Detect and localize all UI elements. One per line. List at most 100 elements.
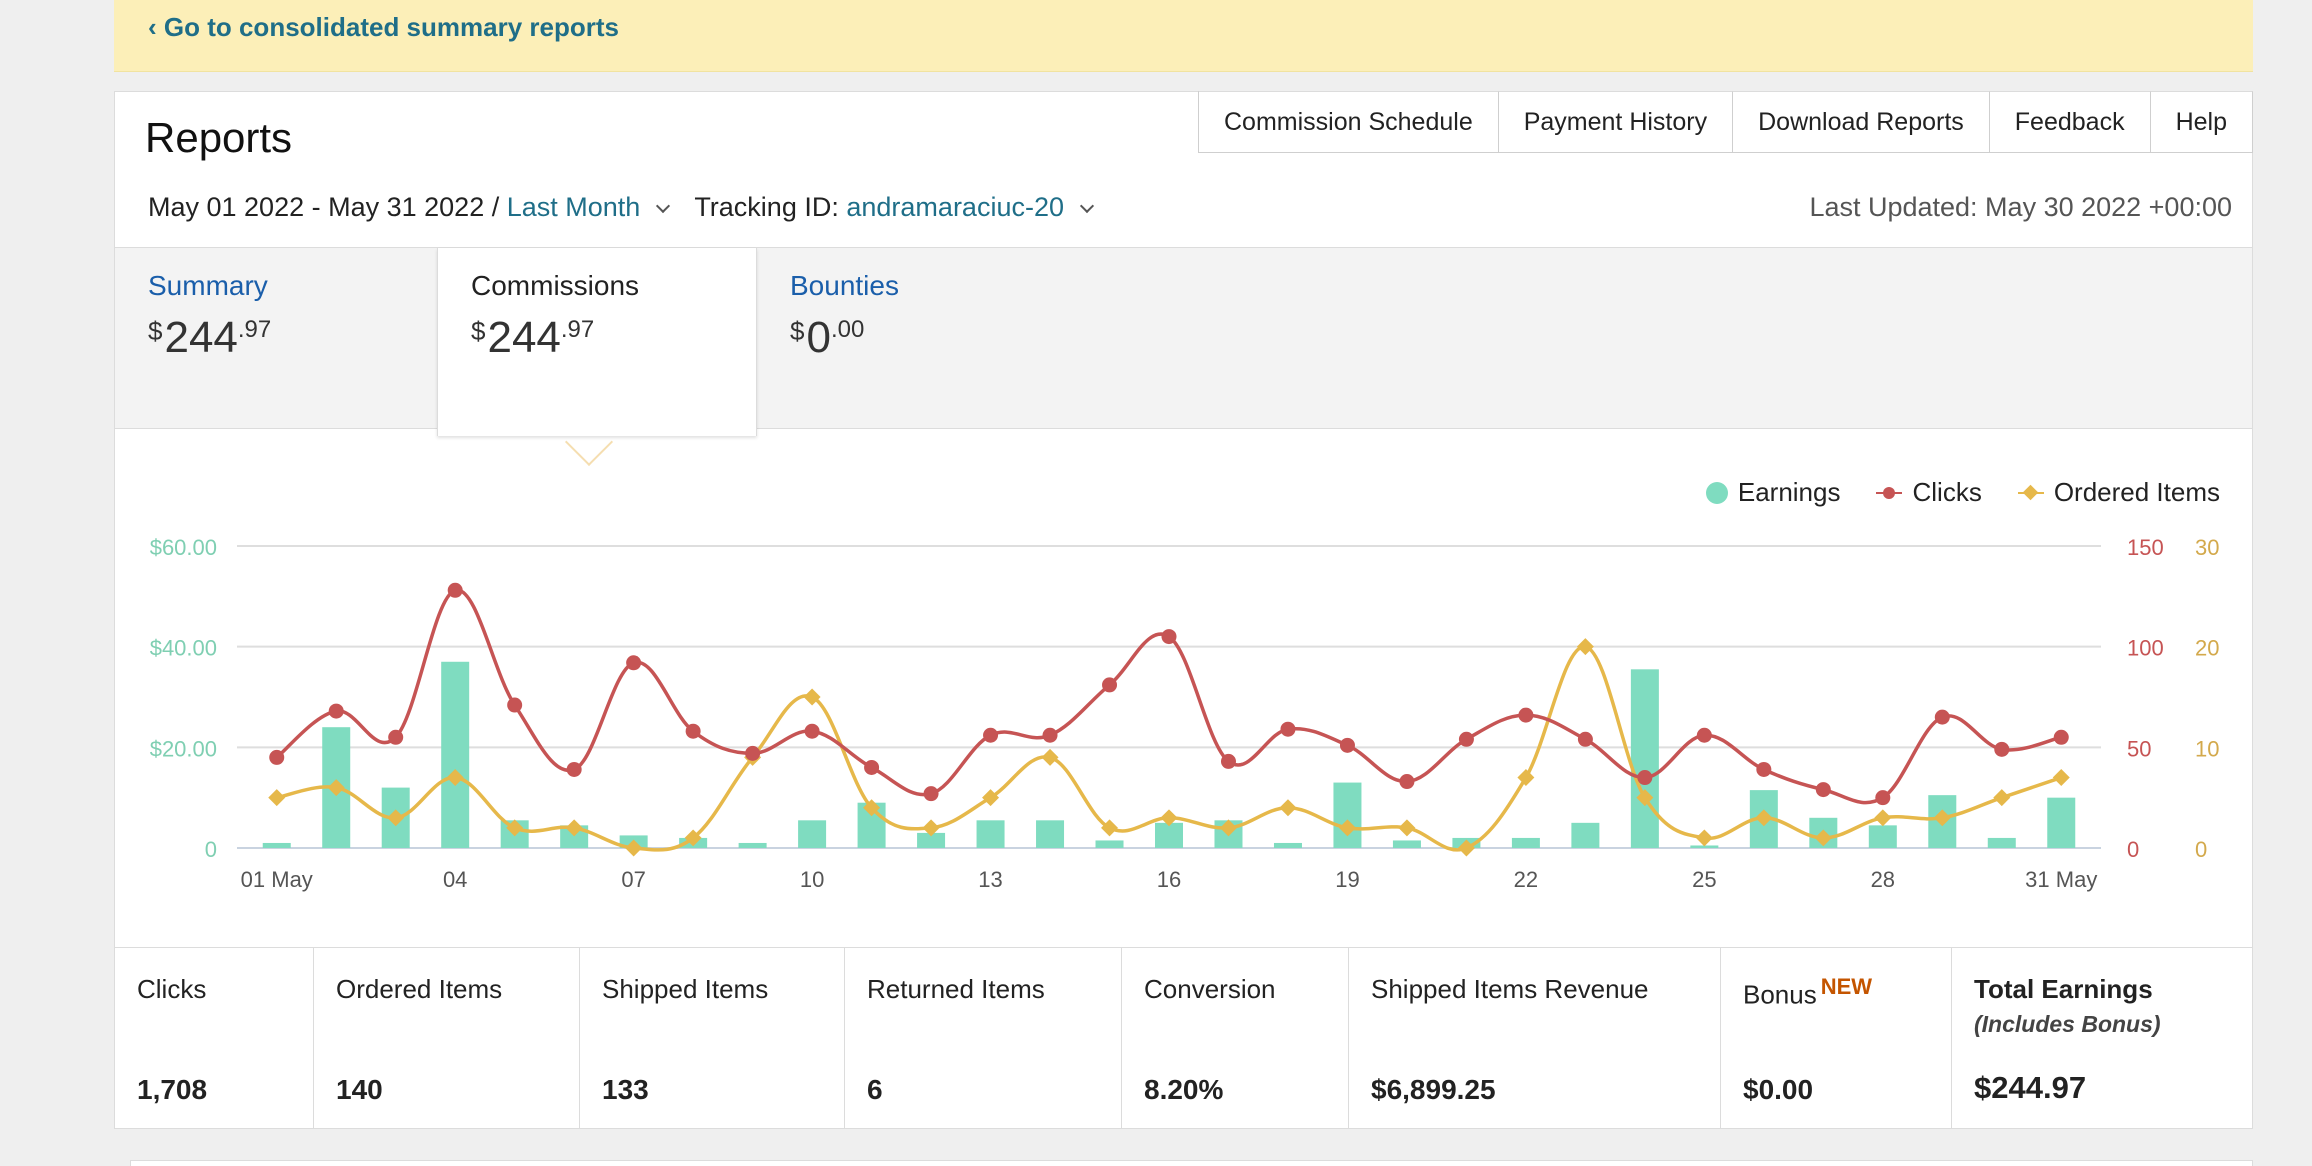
earnings-bar — [1630, 669, 1659, 848]
legend-ordered-items[interactable]: Ordered Items — [2017, 477, 2220, 508]
stat-total-earnings: Total Earnings (Includes Bonus) $244.97 — [1952, 948, 2252, 1128]
earnings-bar — [738, 842, 767, 848]
ordered-items-point — [1041, 748, 1059, 766]
stat-conversion: Conversion 8.20% — [1122, 948, 1349, 1128]
ordered-items-point — [684, 829, 702, 847]
consolidated-banner: ‹ Go to consolidated summary reports — [114, 0, 2253, 72]
stat-label: Shipped Items — [602, 974, 769, 1004]
clicks-point — [1756, 761, 1772, 777]
download-reports-button[interactable]: Download Reports — [1733, 91, 1990, 153]
ordered-items-point — [1398, 819, 1416, 837]
stat-label: Ordered Items — [336, 974, 503, 1004]
earnings-bar — [1155, 822, 1183, 848]
ordered-items-point — [1338, 819, 1356, 837]
earnings-bar — [1511, 837, 1540, 848]
stat-label: Returned Items — [867, 974, 1045, 1004]
y-left-tick-label: $40.00 — [150, 636, 217, 661]
ordered-items-point — [625, 839, 643, 857]
new-badge: NEW — [1820, 974, 1873, 999]
tab-commissions-label: Commissions — [471, 270, 640, 301]
commission-schedule-button[interactable]: Commission Schedule — [1199, 91, 1499, 153]
amount-cents: .97 — [237, 316, 272, 343]
earnings-bar — [1036, 820, 1065, 848]
clicks-point — [388, 729, 404, 745]
clicks-point — [1815, 782, 1831, 798]
last-updated: Last Updated: May 30 2022 +00:00 — [1809, 192, 2232, 222]
stat-value: $244.97 — [1974, 1070, 2087, 1105]
legend-earnings[interactable]: Earnings — [1705, 477, 1840, 508]
ordered-items-point — [1101, 819, 1119, 837]
clicks-point — [269, 749, 285, 765]
stat-clicks: Clicks 1,708 — [115, 948, 314, 1128]
x-tick-label: 07 — [621, 867, 645, 892]
tracking-id-dropdown[interactable]: andramaraciuc-20 — [846, 192, 1064, 222]
stat-label: Conversion — [1144, 974, 1276, 1004]
stat-label: Total Earnings — [1974, 974, 2252, 1005]
currency-symbol: $ — [790, 316, 805, 346]
legend-clicks[interactable]: Clicks — [1876, 477, 1982, 508]
x-tick-label: 25 — [1692, 867, 1716, 892]
earnings-bar — [917, 832, 946, 848]
clicks-point — [566, 761, 582, 777]
legend-clicks-label: Clicks — [1912, 477, 1982, 507]
earnings-bar — [976, 820, 1005, 848]
feedback-button[interactable]: Feedback — [1989, 91, 2151, 153]
earnings-bar — [2047, 797, 2076, 848]
x-tick-label: 31 May — [2025, 867, 2097, 892]
ordered-items-swatch-icon — [2017, 484, 2044, 502]
clicks-point — [745, 745, 761, 761]
ordered-items-point — [1279, 799, 1297, 817]
y-ordered-tick-label: 0 — [2195, 837, 2207, 862]
payment-history-button[interactable]: Payment History — [1498, 91, 1734, 153]
page-title: Reports — [145, 114, 293, 161]
ordered-items-point — [1636, 789, 1654, 807]
clicks-point — [923, 786, 939, 802]
tab-bounties[interactable]: Bounties $0.00 — [757, 248, 1077, 430]
earnings-bar — [1571, 822, 1600, 848]
stat-value: 140 — [336, 1074, 383, 1105]
y-ordered-tick-label: 30 — [2195, 535, 2219, 560]
tab-commissions[interactable]: Commissions $244.97 — [437, 248, 757, 436]
report-filters: May 01 2022 - May 31 2022 / Last Month T… — [148, 192, 1118, 223]
ordered-items-point — [1576, 638, 1594, 656]
help-button[interactable]: Help — [2150, 91, 2253, 153]
y-clicks-tick-label: 100 — [2127, 636, 2164, 661]
x-tick-label: 28 — [1871, 867, 1895, 892]
ordered-items-point — [506, 819, 524, 837]
clicks-point — [1102, 677, 1118, 693]
y-clicks-tick-label: 0 — [2127, 837, 2139, 862]
summary-tabs: Summary $244.97 Commissions $244.97 Boun… — [115, 247, 2252, 436]
clicks-point — [864, 759, 880, 775]
next-panel — [130, 1160, 2253, 1166]
consolidated-summary-link[interactable]: ‹ Go to consolidated summary reports — [148, 12, 619, 42]
ordered-items-point — [1755, 809, 1773, 827]
y-clicks-tick-label: 150 — [2127, 535, 2164, 560]
bonus-label: Bonus — [1743, 979, 1817, 1010]
earnings-bar — [1273, 842, 1302, 848]
earnings-bar — [1095, 840, 1124, 848]
ordered-items-point — [1517, 769, 1535, 787]
earnings-bar — [1868, 825, 1897, 848]
y-ordered-tick-label: 10 — [2195, 736, 2219, 761]
x-tick-label: 04 — [443, 867, 467, 892]
ordered-items-point — [1219, 819, 1237, 837]
summary-amount: $244.97 — [148, 316, 402, 360]
date-range: May 01 2022 - May 31 2022 / — [148, 192, 500, 222]
stat-value: 6 — [867, 1074, 883, 1105]
currency-symbol: $ — [471, 316, 486, 346]
clicks-point — [2053, 729, 2069, 745]
amount-whole: 244 — [487, 313, 561, 362]
amount-cents: .00 — [830, 316, 865, 343]
ordered-items-point — [1933, 809, 1951, 827]
clicks-point — [1696, 727, 1712, 743]
y-left-tick-label: $60.00 — [150, 535, 217, 560]
tab-summary[interactable]: Summary $244.97 — [115, 248, 435, 430]
earnings-swatch-icon — [1705, 481, 1728, 504]
clicks-point — [1875, 790, 1891, 806]
earnings-bar — [441, 661, 470, 848]
stat-bonus: Bonus NEW $0.00 — [1721, 948, 1952, 1128]
y-ordered-tick-label: 20 — [2195, 636, 2219, 661]
clicks-point — [1220, 753, 1236, 769]
earnings-bar — [1392, 840, 1421, 848]
period-dropdown[interactable]: Last Month — [506, 192, 641, 222]
